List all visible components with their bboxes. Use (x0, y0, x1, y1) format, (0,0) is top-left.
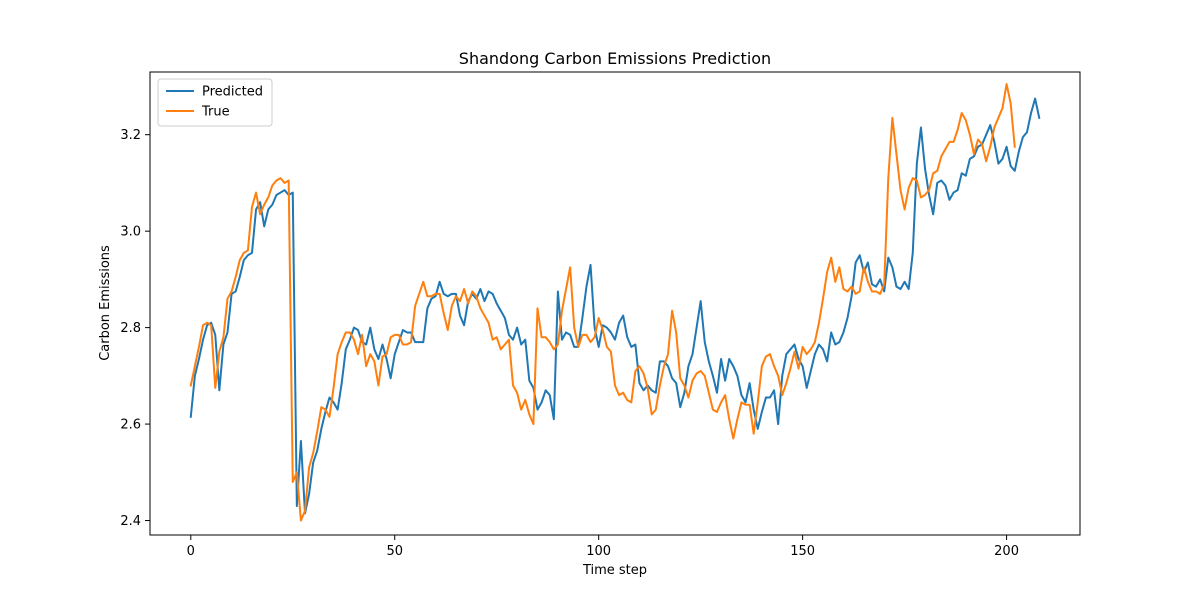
x-tick-label: 0 (187, 544, 195, 559)
y-tick-label: 2.8 (120, 321, 141, 336)
x-tick-label: 150 (790, 544, 815, 559)
legend: Predicted True (157, 78, 273, 127)
axes-frame (149, 71, 1081, 536)
chart-title: Shandong Carbon Emissions Prediction (459, 49, 771, 68)
y-tick-label: 2.4 (120, 514, 141, 529)
x-tick-label: 50 (386, 544, 403, 559)
y-tick-label: 2.6 (120, 418, 141, 433)
x-axis-label: Time step (582, 563, 647, 578)
y-axis-label: Carbon Emissions (98, 245, 113, 361)
y-tick-label: 3.0 (120, 225, 141, 240)
legend-label-true: True (201, 105, 230, 120)
series-line-true (189, 83, 1016, 522)
x-tick-label: 200 (994, 544, 1019, 559)
y-tick-label: 3.2 (120, 128, 141, 143)
legend-label-predicted: Predicted (202, 85, 263, 100)
plot-area: 0 50 100 150 200 2.4 2.6 2.8 3.0 3.2 (120, 71, 1081, 559)
x-tick-label: 100 (586, 544, 611, 559)
